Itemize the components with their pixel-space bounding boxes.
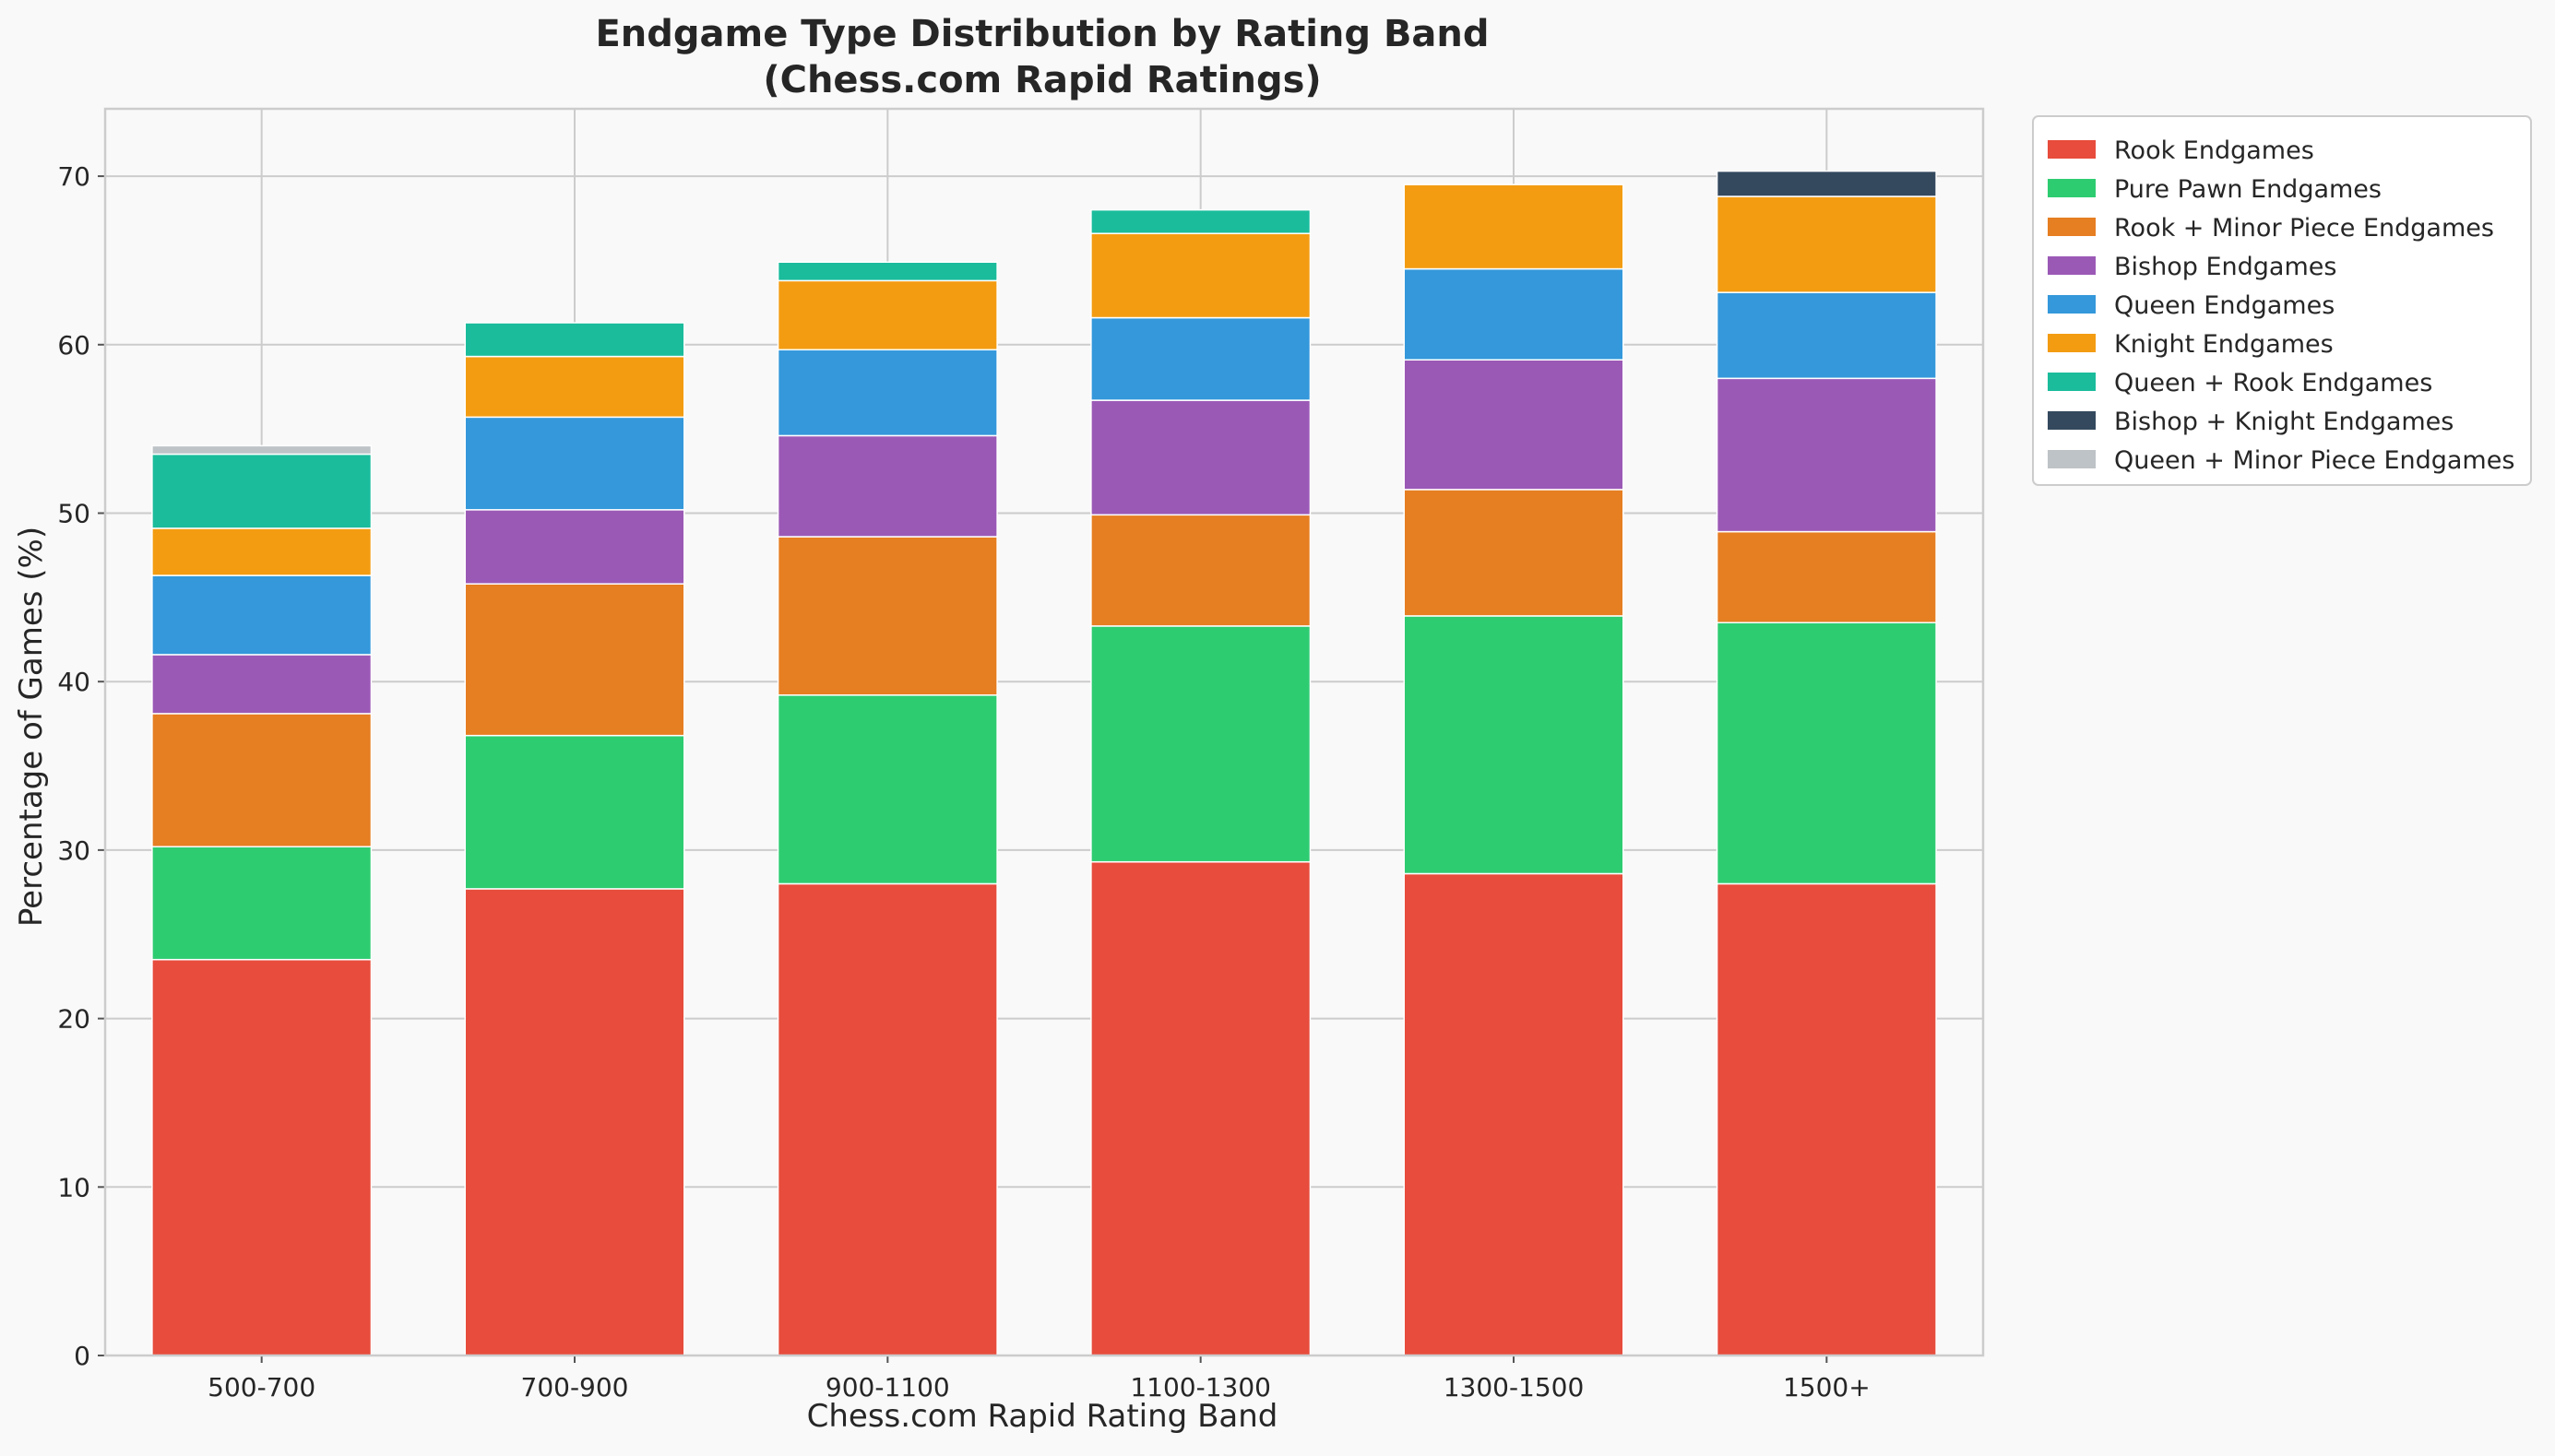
bar-segment	[151, 958, 373, 1356]
bar-segment	[151, 444, 373, 456]
x-tick-label: 700-900	[521, 1372, 629, 1403]
plot-frame	[103, 107, 1985, 1357]
y-tick-label: 70	[57, 161, 90, 192]
bar-segment	[1716, 170, 1937, 197]
bar-segment	[777, 536, 998, 696]
plot-area: 0 10 20 30 40 50 60 70 500-700 700-900 900-1100 110…	[57, 107, 1985, 1403]
bar-segment	[1090, 316, 1312, 401]
y-tick-label: 50	[57, 498, 90, 528]
y-tick-label: 20	[57, 1004, 90, 1035]
x-tick-label: 1100-1300	[1130, 1372, 1271, 1403]
legend-label: Pure Pawn Endgames	[2114, 175, 2382, 204]
bar-segment	[464, 583, 685, 737]
legend-box	[2032, 115, 2532, 486]
bar-segment	[1090, 625, 1312, 863]
bar-segment	[777, 434, 998, 538]
bar-segment	[464, 509, 685, 585]
y-tick-label: 10	[57, 1172, 90, 1202]
bar-segment	[1716, 377, 1937, 533]
x-tick-label: 900-1100	[826, 1372, 950, 1403]
bar-segment	[777, 694, 998, 885]
x-axis-title: Chess.com Rapid Rating Band	[807, 1398, 1278, 1435]
legend-label: Bishop Endgames	[2114, 253, 2336, 281]
bar-segment	[151, 713, 373, 847]
legend-swatch	[2048, 256, 2096, 275]
bar-segment	[777, 261, 998, 282]
legend-swatch	[2048, 179, 2096, 197]
bar-segment	[1403, 872, 1624, 1356]
bar-segment	[777, 882, 998, 1356]
bar-segment	[151, 846, 373, 961]
y-tick-label: 60	[57, 330, 90, 361]
bar-segment	[464, 416, 685, 511]
bar-segment	[1716, 530, 1937, 623]
bar-segment	[151, 453, 373, 529]
legend-swatch	[2048, 295, 2096, 314]
plot-background	[105, 109, 1983, 1355]
bar-segment	[1090, 860, 1312, 1356]
bar-segment	[1403, 489, 1624, 617]
bar-segment	[1716, 621, 1937, 885]
x-tick-label: 1300-1500	[1444, 1372, 1585, 1403]
y-tick-label: 0	[74, 1341, 90, 1371]
bar-segment	[1090, 399, 1312, 516]
legend-label: Bishop + Knight Endgames	[2114, 408, 2454, 436]
bar-segment	[1403, 267, 1624, 361]
chart-title-line-1: Endgame Type Distribution by Rating Band	[595, 13, 1489, 55]
legend-swatch	[2048, 218, 2096, 236]
bar-segment	[1090, 208, 1312, 234]
legend-swatch	[2048, 140, 2096, 159]
bar-segment	[1716, 195, 1937, 293]
legend-swatch	[2048, 373, 2096, 391]
bar-segment	[151, 527, 373, 576]
bar-segment	[1090, 514, 1312, 627]
bar-segment	[1403, 615, 1624, 875]
legend-label: Queen + Rook Endgames	[2114, 369, 2432, 397]
bar-segment	[464, 355, 685, 419]
y-tick-label: 40	[57, 667, 90, 697]
bar-segment	[151, 574, 373, 656]
legend-label: Knight Endgames	[2114, 330, 2334, 359]
legend-swatch	[2048, 334, 2096, 352]
bar-segment	[151, 654, 373, 715]
y-tick-label: 30	[57, 835, 90, 866]
legend-swatch	[2048, 411, 2096, 430]
bar-segment	[1403, 183, 1624, 270]
legend-label: Rook Endgames	[2114, 136, 2314, 165]
legend: Rook Endgames Pure Pawn Endgames Rook + Mi…	[2032, 115, 2532, 486]
bar-segment	[1090, 232, 1312, 319]
bar-segment	[464, 734, 685, 890]
bar-segment	[464, 322, 685, 358]
x-tick-label: 500-700	[208, 1372, 315, 1403]
chart-title-line-2: (Chess.com Rapid Ratings)	[763, 59, 1321, 101]
bar-segment	[1716, 291, 1937, 380]
bar-segment	[777, 349, 998, 437]
bar-segment	[1403, 359, 1624, 491]
legend-label: Queen Endgames	[2114, 291, 2335, 320]
legend-label: Rook + Minor Piece Endgames	[2114, 214, 2494, 243]
bar-segment	[464, 888, 685, 1356]
y-axis-title: Percentage of Games (%)	[13, 527, 50, 927]
legend-swatch	[2048, 450, 2096, 468]
legend-label: Queen + Minor Piece Endgames	[2114, 446, 2514, 475]
bar-segment	[1716, 882, 1937, 1356]
bar-segment	[777, 279, 998, 351]
x-tick-label: 1500+	[1783, 1372, 1871, 1403]
